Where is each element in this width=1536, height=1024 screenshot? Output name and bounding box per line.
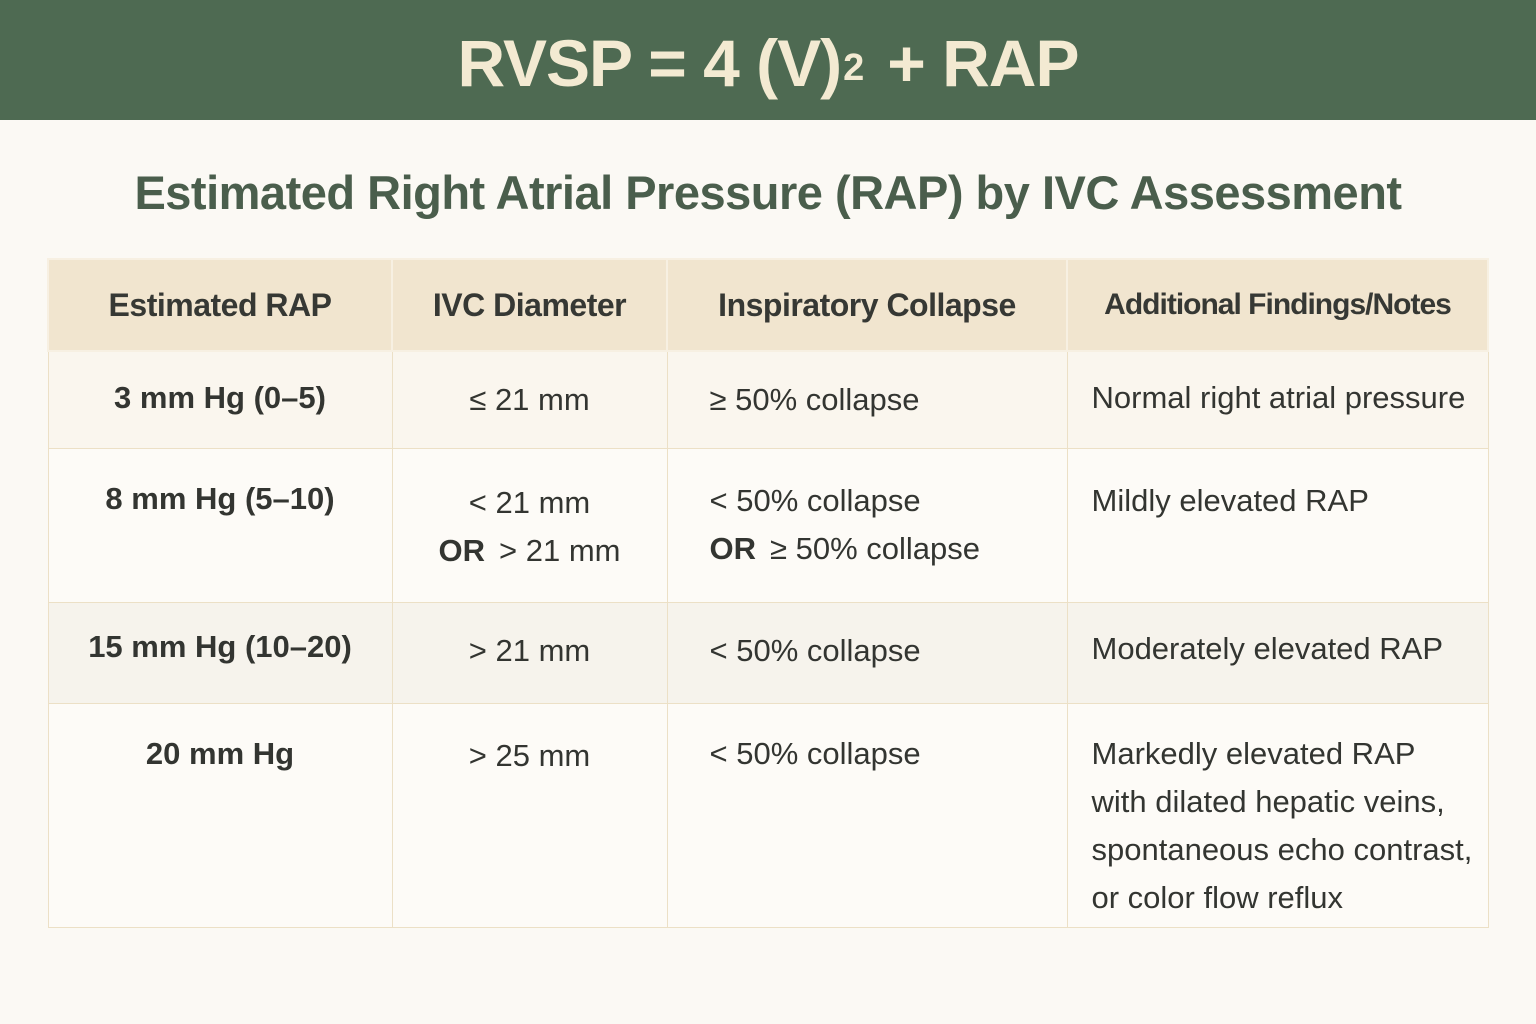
header-notes: Additional Findings/Notes — [1066, 258, 1489, 352]
diameter-text: > 25 mm — [468, 737, 591, 773]
notes-text: Markedly elevated RAP — [1091, 735, 1416, 771]
rap-text: 20 mm Hg — [145, 735, 295, 771]
inspiratory-collapse: < 50% collapse — [666, 702, 1068, 928]
notes-text: with dilated hepatic veins, — [1091, 783, 1445, 819]
rap-text: 15 mm Hg (10–20) — [88, 628, 352, 664]
table-row: 20 mm Hg > 25 mm < 50% collapse Markedly… — [47, 702, 1489, 928]
header-ivc-diameter: IVC Diameter — [391, 258, 668, 352]
notes-text: spontaneous echo contrast, — [1091, 831, 1473, 867]
or-label: OR — [709, 530, 757, 566]
rap-value: 8 mm Hg (5–10) — [47, 447, 393, 603]
rap-value: 3 mm Hg (0–5) — [47, 350, 393, 449]
page-title: Estimated Right Atrial Pressure (RAP) by… — [134, 166, 1402, 219]
notes: Mildly elevated RAP — [1066, 447, 1489, 603]
table-header-row: Estimated RAP IVC Diameter Inspiratory C… — [47, 258, 1489, 352]
rap-table: Estimated RAP IVC Diameter Inspiratory C… — [47, 258, 1489, 928]
notes-text: Moderately elevated RAP — [1091, 630, 1444, 666]
formula-tail: + RAP — [887, 26, 1079, 100]
formula-exponent: 2 — [843, 47, 864, 89]
rap-value: 15 mm Hg (10–20) — [47, 601, 393, 704]
collapse-text: ≥ 50% collapse — [709, 382, 920, 417]
header-estimated-rap: Estimated RAP — [47, 258, 393, 352]
notes: Normal right atrial pressure — [1066, 350, 1489, 449]
formula-banner: RVSP = 4 (V) 2 + RAP — [0, 0, 1536, 120]
formula-main: RVSP = 4 (V) — [457, 26, 843, 100]
collapse-text: < 50% collapse — [709, 482, 921, 518]
inspiratory-collapse: < 50% collapse OR ≥ 50% collapse — [666, 447, 1068, 603]
inspiratory-collapse: ≥ 50% collapse — [666, 350, 1068, 449]
notes-text: or color flow reflux — [1091, 879, 1344, 915]
diameter-text: > 21 mm — [499, 532, 621, 568]
rap-text: 3 mm Hg (0–5) — [114, 380, 326, 415]
inspiratory-collapse: < 50% collapse — [666, 601, 1068, 704]
header-inspiratory-collapse: Inspiratory Collapse — [666, 258, 1068, 352]
table-row: 15 mm Hg (10–20) > 21 mm < 50% collapse … — [47, 601, 1489, 704]
ivc-diameter: > 21 mm — [391, 601, 668, 704]
diameter-text: < 21 mm — [468, 484, 591, 520]
ivc-diameter: < 21 mm OR > 21 mm — [391, 447, 668, 603]
or-label: OR — [438, 532, 486, 568]
rap-value: 20 mm Hg — [47, 702, 393, 928]
table-row: 3 mm Hg (0–5) ≤ 21 mm ≥ 50% collapse Nor… — [47, 350, 1489, 449]
notes-text: Normal right atrial pressure — [1091, 380, 1466, 415]
ivc-diameter: ≤ 21 mm — [391, 350, 668, 449]
rap-text: 8 mm Hg (5–10) — [105, 480, 335, 516]
collapse-text: ≥ 50% collapse — [770, 530, 981, 566]
notes: Markedly elevated RAP with dilated hepat… — [1066, 702, 1489, 928]
notes-text: Mildly elevated RAP — [1091, 482, 1369, 518]
diameter-text: ≤ 21 mm — [469, 382, 590, 417]
rvsp-formula: RVSP = 4 (V) 2 + RAP — [457, 25, 1080, 101]
collapse-text: < 50% collapse — [709, 735, 921, 771]
diameter-alt: OR > 21 mm — [394, 527, 666, 575]
diameter-text: > 21 mm — [468, 632, 591, 668]
table-row: 8 mm Hg (5–10) < 21 mm OR > 21 mm < 50% c… — [47, 447, 1489, 603]
collapse-alt: OR ≥ 50% collapse — [710, 525, 1066, 573]
collapse-text: < 50% collapse — [709, 632, 921, 668]
ivc-diameter: > 25 mm — [391, 702, 668, 928]
notes: Moderately elevated RAP — [1066, 601, 1489, 704]
